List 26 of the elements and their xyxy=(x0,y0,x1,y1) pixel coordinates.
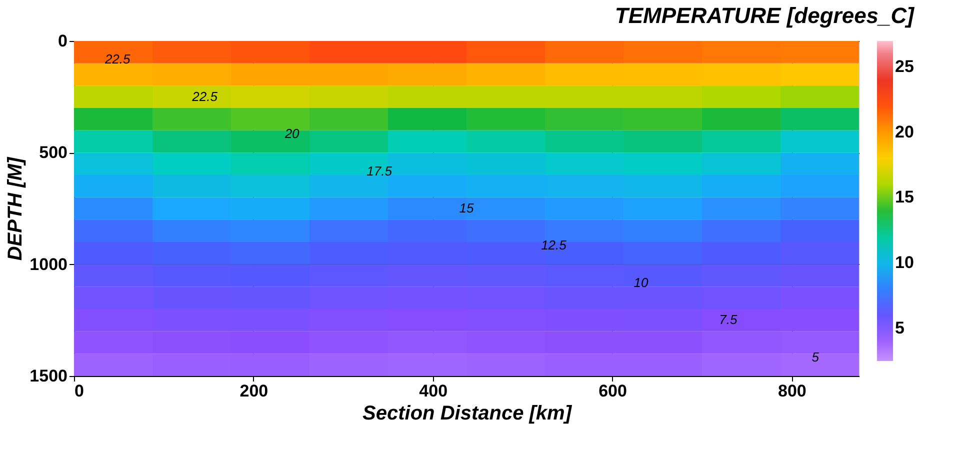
annotation: 10 xyxy=(634,274,649,290)
y-tick-label: 0 xyxy=(58,32,68,50)
x-tick-label: 200 xyxy=(240,382,268,400)
annotation: 12.5 xyxy=(541,238,568,253)
annotation: 5 xyxy=(812,349,820,364)
x-tick-label: 0 xyxy=(74,382,84,400)
color-bar-label: 25 xyxy=(895,57,914,76)
y-tick-label: 1000 xyxy=(30,254,68,274)
annotation: 17.5 xyxy=(366,163,393,178)
annotation: 7.5 xyxy=(719,312,738,328)
y-axis-title: DEPTH [M] xyxy=(4,156,27,261)
x-tick-label: 800 xyxy=(778,382,806,400)
y-tick-label: 1500 xyxy=(30,366,68,386)
x-axis-title: Section Distance [km] xyxy=(362,402,573,424)
y-tick-label: 500 xyxy=(39,143,68,162)
color-bar-label: 5 xyxy=(895,318,904,338)
chart-title: TEMPERATURE [degrees_C] xyxy=(614,3,915,28)
color-bar-label: 20 xyxy=(895,122,914,142)
color-bar-label: 15 xyxy=(895,188,914,207)
annotation: 22.5 xyxy=(104,52,132,67)
x-tick-label: 400 xyxy=(419,382,448,400)
annotation: 20 xyxy=(284,126,300,142)
color-bar-label: 10 xyxy=(895,253,914,272)
annotation: 15 xyxy=(459,200,474,216)
x-tick-label: 600 xyxy=(598,382,627,400)
annotation: 22.5 xyxy=(191,88,218,104)
